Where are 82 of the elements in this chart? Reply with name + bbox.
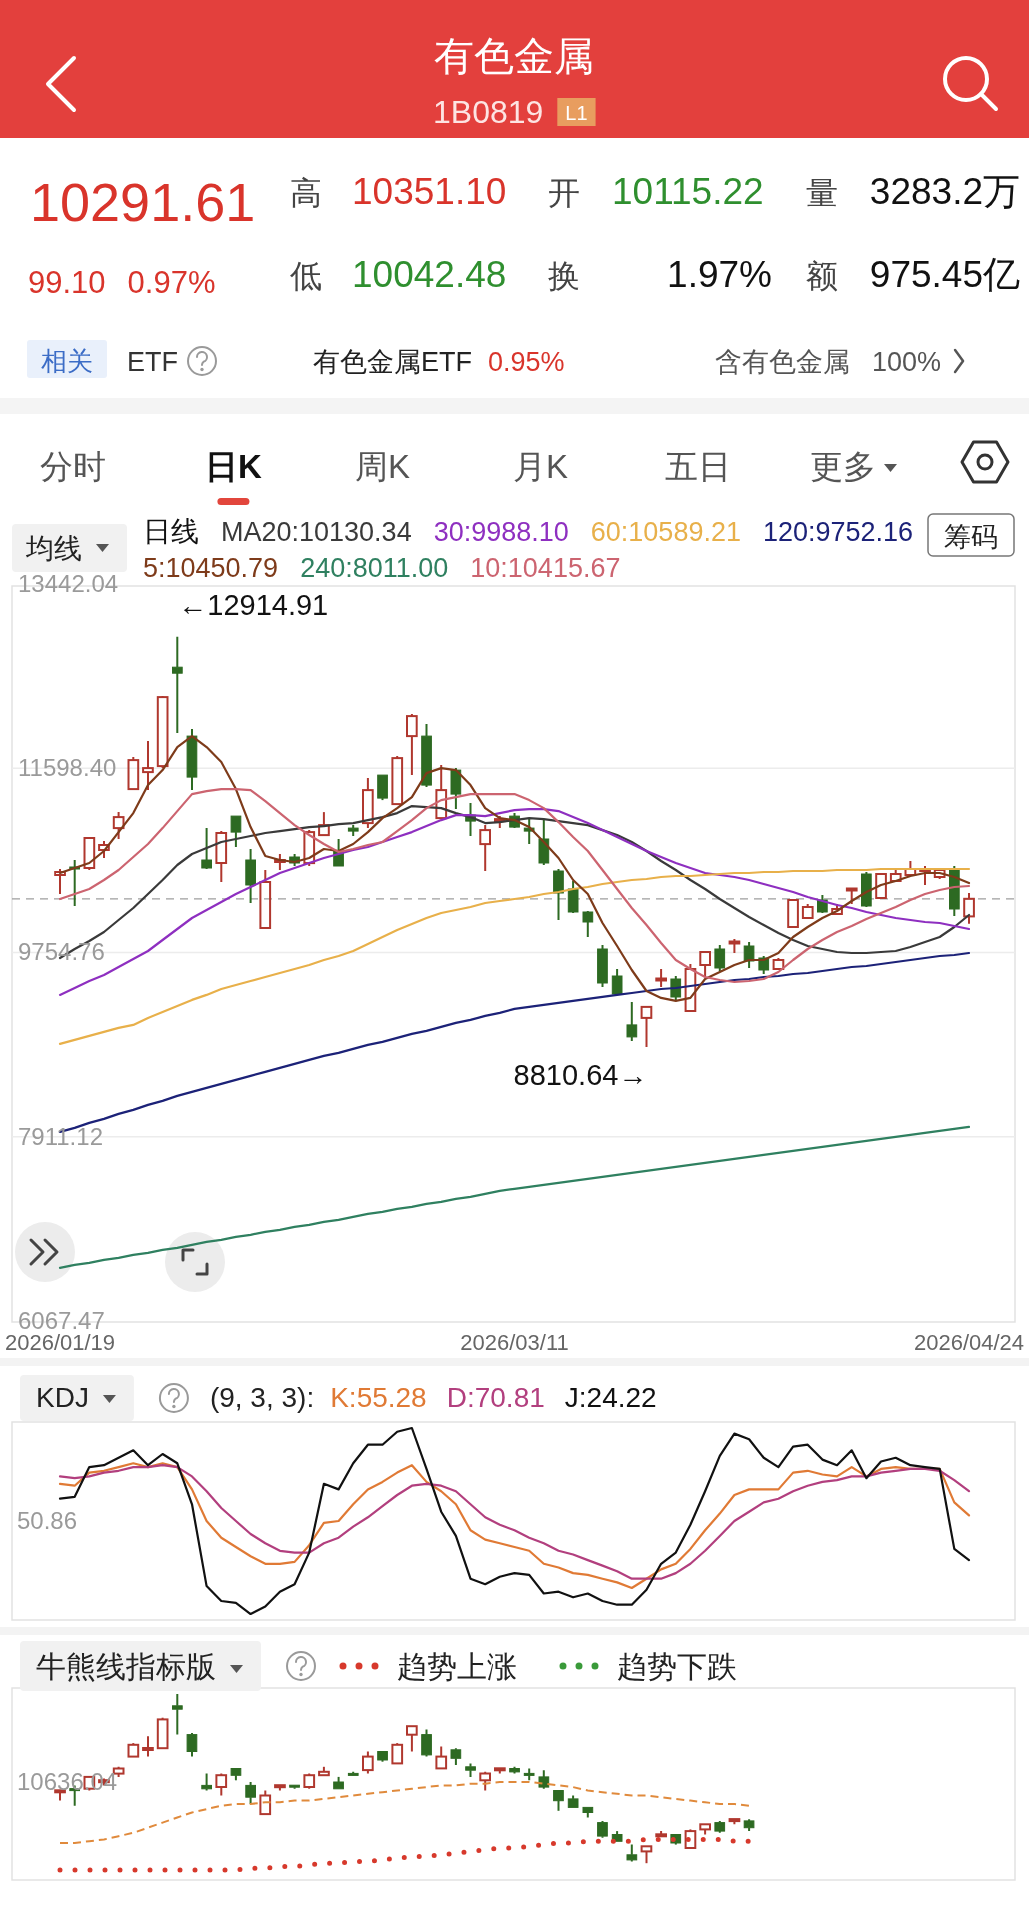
text: L1 xyxy=(565,102,588,124)
candlestick xyxy=(54,868,66,895)
text: 120:9752.16 xyxy=(762,517,914,547)
candlestick xyxy=(142,740,154,792)
y-tick-label: 7911.12 xyxy=(18,1122,103,1150)
candlestick xyxy=(172,635,183,735)
text: 10115.22 xyxy=(612,171,764,212)
candlestick xyxy=(201,827,212,869)
legend-label: 趋势下跌 xyxy=(617,1650,737,1683)
annotation: ←12914.91 xyxy=(178,588,329,621)
text: 3283.2万 xyxy=(869,171,1020,212)
annotation: 50.86 xyxy=(17,1507,78,1534)
text: 有色金属ETF xyxy=(313,347,472,377)
text: 含有色金属 xyxy=(715,347,850,377)
candlestick xyxy=(640,1845,653,1865)
candlestick xyxy=(215,830,228,883)
text: ETF xyxy=(127,347,178,377)
annotation: 8810.64→ xyxy=(513,1058,648,1091)
candlestick xyxy=(963,891,975,925)
candlestick xyxy=(201,1772,212,1792)
text: 100% xyxy=(872,347,942,377)
text: 开 xyxy=(548,175,580,211)
candlestick xyxy=(626,1000,638,1042)
text: 99.10 xyxy=(28,265,106,300)
y-tick-label: 13442.04 xyxy=(18,570,119,597)
text: 10351.10 xyxy=(352,171,507,212)
text: 975.45亿 xyxy=(869,254,1020,295)
candlestick xyxy=(186,728,198,792)
text: 10042.48 xyxy=(352,254,507,295)
text: 日K xyxy=(205,448,262,485)
candlestick xyxy=(465,1762,476,1778)
text: 1B0819 xyxy=(433,94,544,130)
text: MA20:10130.34 xyxy=(221,517,412,547)
candlestick xyxy=(435,764,448,820)
candlestick xyxy=(640,1005,653,1048)
text: (9, 3, 3): xyxy=(209,1382,315,1413)
text: 0.97% xyxy=(127,265,216,300)
x-tick-label: 2026/04/24 xyxy=(913,1330,1025,1355)
candlestick xyxy=(318,811,330,837)
chart-title: KDJ xyxy=(36,1382,89,1413)
chart-title: 日线 xyxy=(143,516,199,547)
text: 分时 xyxy=(40,448,106,485)
candlestick xyxy=(582,1806,594,1819)
text: 量 xyxy=(806,175,838,211)
text: 60:10589.21 xyxy=(590,517,741,547)
text: 更多 xyxy=(810,448,876,485)
candlestick xyxy=(406,713,418,777)
text: 相关 xyxy=(41,346,93,376)
chart-title: 牛熊线指标版 xyxy=(36,1650,216,1683)
text: 有色金属 xyxy=(434,34,594,78)
text: 月K xyxy=(513,448,569,485)
text: 均线 xyxy=(25,533,82,564)
text: 周K xyxy=(355,448,411,485)
candlestick xyxy=(172,1693,183,1736)
candlestick xyxy=(699,1823,711,1836)
text: 换 xyxy=(548,258,580,294)
candlestick xyxy=(142,1735,154,1758)
text: 筹码 xyxy=(944,522,998,552)
y-tick-label: 11598.40 xyxy=(18,754,117,782)
text: J:24.22 xyxy=(564,1382,657,1413)
candlestick xyxy=(406,1725,418,1753)
text: 240:8011.00 xyxy=(300,553,449,583)
text: 额 xyxy=(806,258,838,294)
text: 10291.61 xyxy=(30,172,256,232)
series-label: K:55.28 xyxy=(330,1382,427,1413)
legend-label: 趋势上涨 xyxy=(397,1650,517,1683)
x-tick-label: 2026/03/11 xyxy=(460,1330,569,1355)
candlestick xyxy=(553,868,564,921)
text: 10:10415.67 xyxy=(470,553,621,583)
candlestick xyxy=(479,824,491,872)
text: 高 xyxy=(290,175,322,211)
text: D:70.81 xyxy=(446,1382,545,1413)
text: 30:9988.10 xyxy=(433,517,569,547)
text: 0.95% xyxy=(488,347,565,377)
candlestick xyxy=(553,1790,564,1812)
text: 低 xyxy=(290,258,322,294)
candlestick xyxy=(538,819,550,866)
candlestick xyxy=(435,1745,448,1770)
text: 5:10450.79 xyxy=(143,553,279,583)
text: 五日 xyxy=(665,448,731,485)
candlestick xyxy=(245,848,256,904)
text: 1.97% xyxy=(667,254,772,295)
